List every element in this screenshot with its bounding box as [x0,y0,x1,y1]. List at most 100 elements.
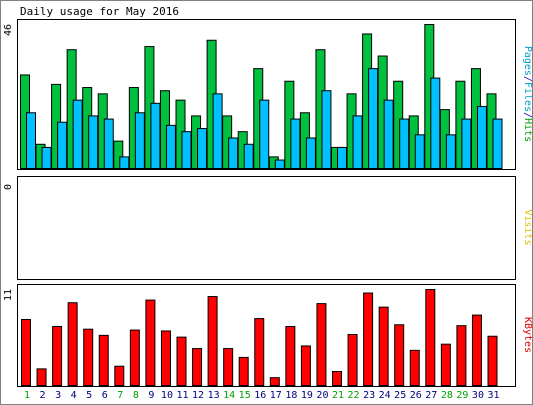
day-label-18: 18 [285,390,297,401]
bar-files-day-29 [461,118,472,169]
legend-part: KBytes [522,317,533,353]
bar-files-day-22 [352,115,363,169]
bar-kbytes-day-26 [409,349,420,387]
day-label-23: 23 [363,390,375,401]
legend-part: Files [522,82,533,112]
day-label-22: 22 [348,390,360,401]
day-label-27: 27 [425,390,437,401]
panel-hits-files-pages: 46 Pages/Files/Hits [3,19,533,170]
bar-kbytes-day-15 [238,356,249,386]
bar-kbytes-day-24 [378,306,389,386]
bar-kbytes-day-17 [269,377,280,387]
bar-files-day-31 [492,118,503,169]
day-label-24: 24 [379,390,391,401]
day-label-11: 11 [176,390,188,401]
bar-files-day-27 [430,77,441,169]
day-label-1: 1 [24,390,30,401]
bar-files-day-3 [57,121,68,169]
legend-part: / [522,112,533,118]
day-label-31: 31 [487,390,499,401]
panel-visits: 0 Visits [3,176,533,280]
bar-files-day-10 [165,124,176,170]
day-label-10: 10 [161,390,173,401]
bar-files-day-16 [259,99,270,169]
day-label-19: 19 [301,390,313,401]
bar-hits-day-7 [113,140,124,169]
bar-files-day-2 [41,146,52,170]
legend-part: Hits [522,118,533,142]
bar-files-day-28 [445,134,456,169]
bar-files-day-20 [321,90,332,169]
bar-kbytes-day-21 [332,371,342,387]
day-label-20: 20 [316,390,328,401]
day-label-8: 8 [133,390,139,401]
bar-files-day-26 [414,134,425,169]
y-max-label: 11 [3,289,14,301]
panel-legend-label: Visits [522,209,533,245]
day-label-16: 16 [254,390,266,401]
bar-files-day-8 [134,112,145,170]
bar-files-day-19 [305,137,316,169]
day-label-6: 6 [102,390,108,401]
bar-kbytes-day-8 [129,329,140,386]
day-label-17: 17 [270,390,282,401]
day-label-3: 3 [55,390,61,401]
day-label-9: 9 [148,390,154,401]
bar-kbytes-day-22 [347,333,358,386]
bar-kbytes-day-16 [254,318,265,387]
panel-frame [17,176,516,280]
panel-legend-label: Pages/Files/Hits [522,46,533,142]
bar-files-day-25 [399,118,410,169]
panel-kbytes: 11 KBytes [3,284,533,387]
bar-files-day-18 [290,118,301,169]
bar-files-day-12 [197,128,208,170]
bar-kbytes-day-18 [285,326,296,387]
bar-kbytes-day-10 [160,330,171,387]
bar-kbytes-day-14 [223,348,234,386]
bar-kbytes-day-27 [425,289,436,386]
bar-files-day-17 [274,159,285,169]
bar-kbytes-day-9 [145,299,156,386]
bar-kbytes-day-11 [176,336,187,387]
chart-title: Daily usage for May 2016 [20,5,179,18]
bar-kbytes-day-29 [456,325,467,386]
bar-files-day-23 [368,68,379,169]
legend-part: Visits [522,209,533,245]
bar-kbytes-day-7 [114,365,125,386]
y-max-label: 0 [3,184,14,190]
bar-files-day-14 [228,137,239,169]
bar-kbytes-day-19 [300,345,311,387]
day-label-2: 2 [40,390,46,401]
day-label-29: 29 [456,390,468,401]
bar-files-day-4 [72,99,83,169]
bar-files-day-5 [88,115,99,169]
day-label-14: 14 [223,390,235,401]
bar-files-day-15 [243,143,254,169]
day-label-28: 28 [441,390,453,401]
bar-kbytes-day-4 [67,302,78,386]
x-axis-day-labels: 1 2 3 4 5 6 7 8 9 10 11 12 13 14 15 16 17 18 19 20 21 22 23 24 2… [24,390,500,401]
bar-kbytes-day-25 [394,324,405,387]
bar-kbytes-day-12 [192,348,203,386]
day-label-26: 26 [410,390,422,401]
bar-kbytes-day-23 [363,292,374,387]
bar-files-day-21 [337,146,347,170]
bar-kbytes-day-6 [98,334,109,387]
bar-kbytes-day-20 [316,303,327,387]
day-label-13: 13 [208,390,220,401]
day-label-7: 7 [117,390,123,401]
day-label-30: 30 [472,390,484,401]
y-max-label: 46 [3,24,14,36]
bar-files-day-7 [119,156,130,170]
bar-kbytes-day-5 [83,328,94,387]
day-label-15: 15 [239,390,251,401]
bar-files-day-9 [150,102,161,169]
bar-kbytes-day-28 [440,343,451,387]
bar-files-day-30 [476,105,487,169]
bar-kbytes-day-13 [207,296,218,386]
day-label-4: 4 [71,390,77,401]
day-label-12: 12 [192,390,204,401]
bar-files-day-11 [181,131,192,170]
